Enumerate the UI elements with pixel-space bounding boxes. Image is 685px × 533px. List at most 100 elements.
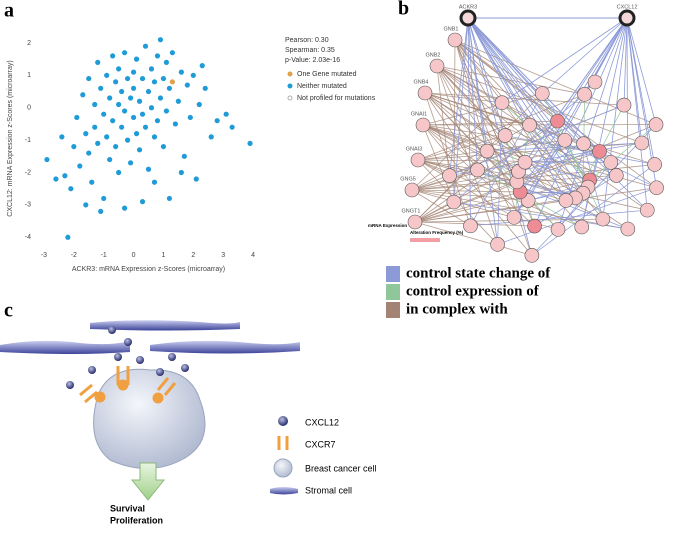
node [523,118,537,132]
x-tick-label: 4 [251,252,255,259]
point [86,76,91,81]
cancer-cell [94,369,205,468]
point [230,125,235,130]
point [137,99,142,104]
node-label: GNAI1 [411,111,428,117]
y-tick-label: -4 [25,234,31,241]
node [640,203,654,217]
point [173,121,178,126]
point [215,118,220,123]
point [149,66,154,71]
point [146,167,151,172]
point [113,79,118,84]
node [621,222,635,236]
x-tick-label: 1 [161,252,165,259]
point [125,138,130,143]
legend-label: Not profiled for mutations [297,95,376,102]
node [617,98,631,112]
node [411,153,425,167]
node [518,155,532,169]
legend-swatch [386,302,400,318]
stat: Spearman: 0.35 [285,47,335,54]
y-tick-label: -3 [25,202,31,209]
legend-swatch [386,284,400,300]
panel-label: b [398,0,409,20]
edge [627,18,656,125]
point [119,89,124,94]
point [101,196,106,201]
node [471,163,485,177]
point [65,235,70,240]
point [191,73,196,78]
point [83,131,88,136]
node-label: GNAI3 [406,146,423,152]
point [110,118,115,123]
stromal-cell [0,341,130,354]
point [95,141,100,146]
point [86,150,91,155]
node [578,87,592,101]
stat: p-Value: 2.03e-16 [285,57,340,64]
point [146,89,151,94]
point [59,134,64,139]
node [408,215,422,229]
x-tick-label: -1 [101,252,107,259]
point [140,76,145,81]
node [461,11,475,25]
point [134,57,139,62]
node [495,96,509,110]
x-axis-label: ACKR3: mRNA Expression z-Scores (microar… [72,266,225,273]
node [620,11,634,25]
small-legend: Alteration Frequency (%) [410,230,464,235]
point [197,102,202,107]
node [635,136,649,150]
point [80,92,85,97]
point [68,186,73,191]
stromal-cell [150,341,300,354]
legend-dot [278,416,288,426]
point [161,76,166,81]
y-axis-label: CXCL12: mRNA Expression z-Scores (microa… [7,60,14,216]
x-tick-label: 2 [191,252,195,259]
legend-text: Stromal cell [305,485,352,495]
point [170,79,175,84]
point [247,141,252,146]
point [92,125,97,130]
point [194,176,199,181]
outcome: Proliferation [110,515,163,525]
point [74,115,79,120]
legend-label: control state change of [406,265,551,281]
node [525,248,539,262]
node [418,86,432,100]
legend-label: One Gene mutated [297,71,357,78]
point [92,102,97,107]
point [98,209,103,214]
node-label: GNB1 [444,26,459,32]
node [596,212,610,226]
point [101,112,106,117]
point [179,70,184,75]
x-tick-label: -3 [41,252,47,259]
node [463,219,477,233]
small-legend-bar [410,238,440,242]
point [116,66,121,71]
point [152,134,157,139]
point [137,147,142,152]
stat: Pearson: 0.30 [285,37,329,44]
legend-text: CXCL12 [305,417,339,427]
y-tick-label: -1 [25,137,31,144]
point [107,157,112,162]
point [89,180,94,185]
node [577,137,591,151]
point [224,112,229,117]
legend-label: Neither mutated [297,83,347,90]
node-label: GNB4 [414,79,429,85]
point [128,95,133,100]
point [185,82,190,87]
legend-swatch [386,266,400,282]
node [551,222,565,236]
legend-label: in complex with [406,301,508,317]
